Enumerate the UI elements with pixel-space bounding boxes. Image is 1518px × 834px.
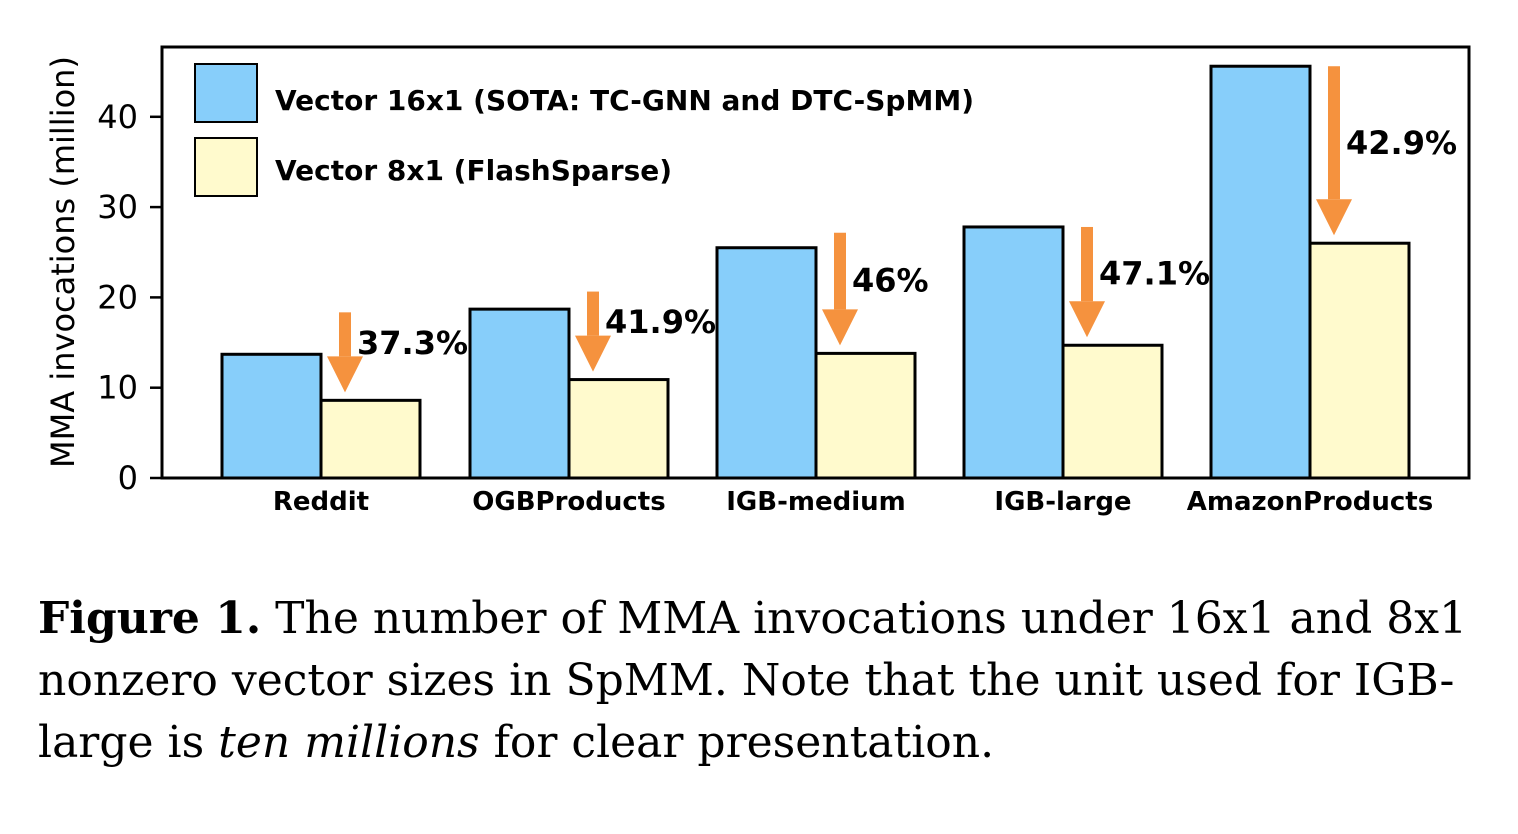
- bar-8x1-igb-medium: [814, 351, 917, 480]
- x-tick-label-amazonproducts: AmazonProducts: [1187, 487, 1433, 517]
- x-tick-label-igb-medium: IGB-medium: [726, 487, 905, 517]
- legend-swatch-16x1: [194, 63, 258, 123]
- reduction-label-igb-medium: 46%: [852, 261, 929, 299]
- x-tick-label-ogbproducts: OGBProducts: [472, 487, 665, 517]
- bar-16x1-reddit: [220, 352, 323, 480]
- reduction-arrow-reddit: [327, 312, 363, 393]
- figure-caption: Figure 1. The number of MMA invocations …: [38, 588, 1488, 774]
- bar-8x1-ogbproducts: [567, 378, 670, 480]
- labels-layer: 37.3% Reddit 41.9% OGBProducts 46% IGB-medium…: [273, 124, 1457, 517]
- caption-label: Figure 1.: [38, 593, 262, 644]
- reduction-arrow-amazonproducts: [1316, 66, 1352, 236]
- bar-16x1-ogbproducts: [468, 307, 571, 480]
- reduction-label-amazonproducts: 42.9%: [1346, 124, 1457, 162]
- reduction-arrows: [327, 66, 1352, 393]
- legend: Vector 16x1 (SOTA: TC-GNN and DTC-SpMM) …: [194, 63, 974, 197]
- caption-text: The number of MMA invocations under 16x1…: [38, 593, 1468, 768]
- bar-8x1-reddit: [319, 398, 422, 480]
- y-axis-label: MMA invocations (million): [44, 56, 82, 468]
- legend-swatch-8x1: [194, 137, 258, 197]
- bars-layer: [220, 64, 1411, 480]
- bar-chart: 0 10 20 30 40 37.3% Reddit 41.9% OGBProducts 46%…: [44, 45, 1471, 517]
- y-tick-label: 30: [97, 188, 138, 226]
- y-tick-label: 0: [118, 459, 138, 497]
- y-axis: 0 10 20 30 40: [97, 98, 162, 497]
- plot-frame: [160, 45, 1471, 480]
- bar-8x1-igb-large: [1061, 343, 1164, 480]
- reduction-arrow-igb-medium: [822, 232, 858, 346]
- y-tick-label: 40: [97, 98, 138, 136]
- y-tick-label: 20: [97, 278, 138, 316]
- legend-label-16x1: Vector 16x1 (SOTA: TC-GNN and DTC-SpMM): [275, 84, 974, 117]
- bar-16x1-amazonproducts: [1209, 64, 1312, 480]
- bar-16x1-igb-large: [962, 225, 1065, 480]
- bar-16x1-igb-medium: [715, 246, 818, 480]
- reduction-label-igb-large: 47.1%: [1099, 254, 1210, 292]
- reduction-arrow-igb-large: [1069, 226, 1105, 338]
- reduction-arrow-ogbproducts: [575, 291, 611, 372]
- x-tick-label-reddit: Reddit: [273, 487, 369, 517]
- reduction-label-ogbproducts: 41.9%: [605, 303, 716, 341]
- x-tick-label-igb-large: IGB-large: [994, 487, 1131, 517]
- caption-text-end: for clear presentation.: [479, 717, 995, 768]
- legend-label-8x1: Vector 8x1 (FlashSparse): [275, 154, 672, 187]
- bar-8x1-amazonproducts: [1308, 241, 1411, 480]
- caption-emphasis: ten millions: [218, 717, 480, 768]
- y-tick-label: 10: [97, 369, 138, 407]
- reduction-label-reddit: 37.3%: [357, 324, 468, 362]
